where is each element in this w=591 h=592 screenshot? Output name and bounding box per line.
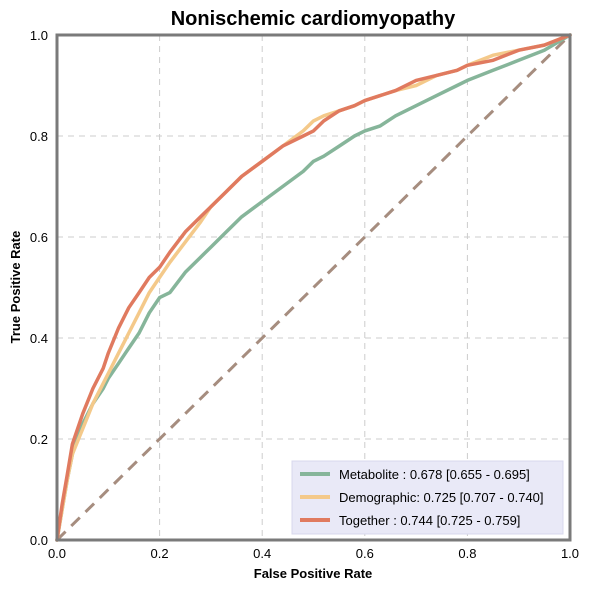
x-tick-label: 0.6 <box>356 546 374 561</box>
legend-label-together: Together : 0.744 [0.725 - 0.759] <box>339 513 520 528</box>
legend-label-metabolite: Metabolite : 0.678 [0.655 - 0.695] <box>339 467 530 482</box>
y-tick-label: 0.4 <box>30 331 48 346</box>
chart-title: Nonischemic cardiomyopathy <box>171 8 456 30</box>
y-tick-label: 1.0 <box>30 28 48 43</box>
series-line-metabolite <box>55 33 572 542</box>
x-tick-label: 0.4 <box>253 546 271 561</box>
y-tick-label: 0.0 <box>30 533 48 548</box>
y-tick-label: 0.2 <box>30 432 48 447</box>
x-axis-label: False Positive Rate <box>254 566 373 581</box>
y-axis-label: True Positive Rate <box>8 231 23 344</box>
x-tick-label: 1.0 <box>561 546 579 561</box>
series-layer <box>55 33 572 542</box>
x-tick-label: 0.8 <box>458 546 476 561</box>
grid-lines <box>57 35 570 540</box>
y-tick-label: 0.8 <box>30 129 48 144</box>
x-tick-label: 0.2 <box>151 546 169 561</box>
y-tick-label: 0.6 <box>30 230 48 245</box>
series-line-together <box>55 33 572 542</box>
plot-frame <box>55 33 572 542</box>
x-tick-label: 0.0 <box>48 546 66 561</box>
legend-box <box>291 460 564 535</box>
tick-labels: 0.0 0.2 0.4 0.6 0.8 1.0 0.0 0.2 0.4 0.6 0.8 1.0 <box>30 28 579 561</box>
legend: Metabolite : 0.678 [0.655 - 0.695] Demogr… <box>291 460 564 535</box>
legend-label-demographic: Demographic: 0.725 [0.707 - 0.740] <box>339 490 544 505</box>
